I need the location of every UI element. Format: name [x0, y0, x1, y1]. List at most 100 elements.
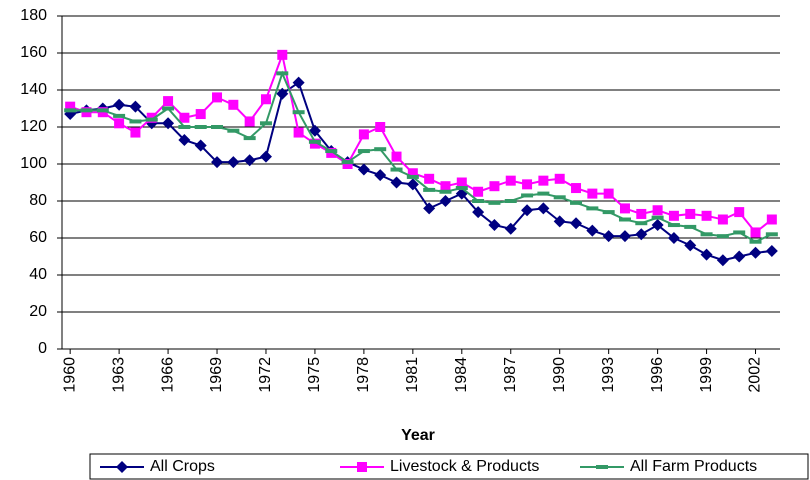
marker: [504, 199, 517, 203]
marker: [212, 92, 223, 103]
marker: [178, 125, 191, 129]
marker: [522, 179, 533, 190]
marker: [113, 98, 126, 111]
marker: [717, 214, 728, 225]
marker: [765, 232, 778, 237]
marker: [195, 109, 206, 120]
marker: [635, 228, 648, 241]
marker: [357, 462, 367, 472]
marker: [504, 222, 517, 235]
x-tick-label: 1984: [453, 357, 470, 393]
marker: [308, 124, 321, 137]
marker: [750, 227, 761, 238]
marker: [243, 154, 256, 167]
marker: [358, 129, 369, 140]
y-tick-label: 40: [29, 266, 47, 283]
marker: [587, 188, 598, 199]
legend-box: [89, 453, 809, 480]
marker: [667, 232, 680, 244]
marker: [472, 206, 485, 219]
y-tick-label: 180: [20, 7, 47, 24]
marker: [701, 210, 712, 221]
marker: [407, 168, 418, 179]
marker: [390, 167, 403, 172]
y-tick-label: 140: [20, 81, 47, 98]
y-tick-label: 80: [29, 192, 47, 209]
marker: [472, 199, 485, 203]
marker: [570, 217, 583, 230]
marker: [374, 169, 387, 182]
marker: [64, 108, 77, 113]
y-tick-label: 20: [29, 303, 47, 320]
series-line: [70, 70, 773, 243]
marker: [228, 99, 239, 110]
marker: [602, 210, 615, 215]
marker: [439, 195, 452, 207]
marker: [586, 224, 599, 237]
marker: [571, 183, 582, 194]
marker: [684, 239, 697, 252]
marker: [473, 186, 484, 197]
marker: [114, 118, 125, 129]
marker: [586, 206, 599, 211]
marker: [488, 219, 501, 232]
y-tick-label: 120: [20, 118, 47, 135]
marker: [145, 117, 158, 122]
x-tick-label: 1963: [110, 357, 127, 393]
marker: [619, 203, 630, 214]
marker: [194, 125, 207, 129]
x-axis-title: Year: [401, 427, 435, 444]
marker: [716, 234, 729, 239]
marker: [341, 160, 354, 165]
marker: [259, 121, 272, 126]
marker: [211, 125, 224, 129]
marker: [456, 177, 467, 188]
marker: [211, 156, 224, 169]
marker: [668, 210, 679, 221]
marker: [603, 188, 614, 199]
x-tick-label: 1975: [306, 357, 323, 393]
legend-label: All Crops: [150, 458, 215, 475]
marker: [596, 465, 608, 469]
marker: [113, 113, 126, 118]
marker: [765, 244, 778, 257]
marker: [700, 232, 713, 237]
marker: [749, 239, 762, 244]
marker: [734, 207, 745, 218]
marker: [406, 178, 419, 191]
marker: [179, 112, 190, 123]
marker: [733, 250, 746, 263]
marker: [554, 173, 565, 184]
marker: [749, 246, 762, 259]
x-tick-label: 1969: [208, 357, 225, 393]
marker: [538, 175, 549, 186]
marker: [80, 108, 93, 113]
marker: [292, 110, 305, 115]
marker: [439, 189, 452, 194]
marker: [700, 248, 713, 261]
marker: [374, 147, 387, 152]
marker: [390, 176, 403, 189]
marker: [194, 139, 207, 152]
marker: [178, 133, 191, 146]
marker: [423, 202, 436, 215]
marker: [325, 149, 338, 154]
marker: [685, 208, 696, 219]
marker: [96, 108, 109, 113]
marker: [716, 254, 729, 267]
marker: [375, 122, 386, 132]
marker: [308, 139, 321, 144]
marker: [570, 200, 583, 205]
marker: [521, 193, 534, 198]
marker: [766, 214, 777, 225]
marker: [489, 181, 500, 192]
marker: [537, 191, 550, 196]
marker: [635, 221, 648, 226]
series-line: [69, 51, 773, 234]
marker: [227, 156, 240, 169]
x-tick-label: 1966: [159, 357, 176, 393]
marker: [227, 128, 240, 133]
marker: [276, 87, 289, 100]
y-tick-label: 0: [38, 340, 47, 357]
